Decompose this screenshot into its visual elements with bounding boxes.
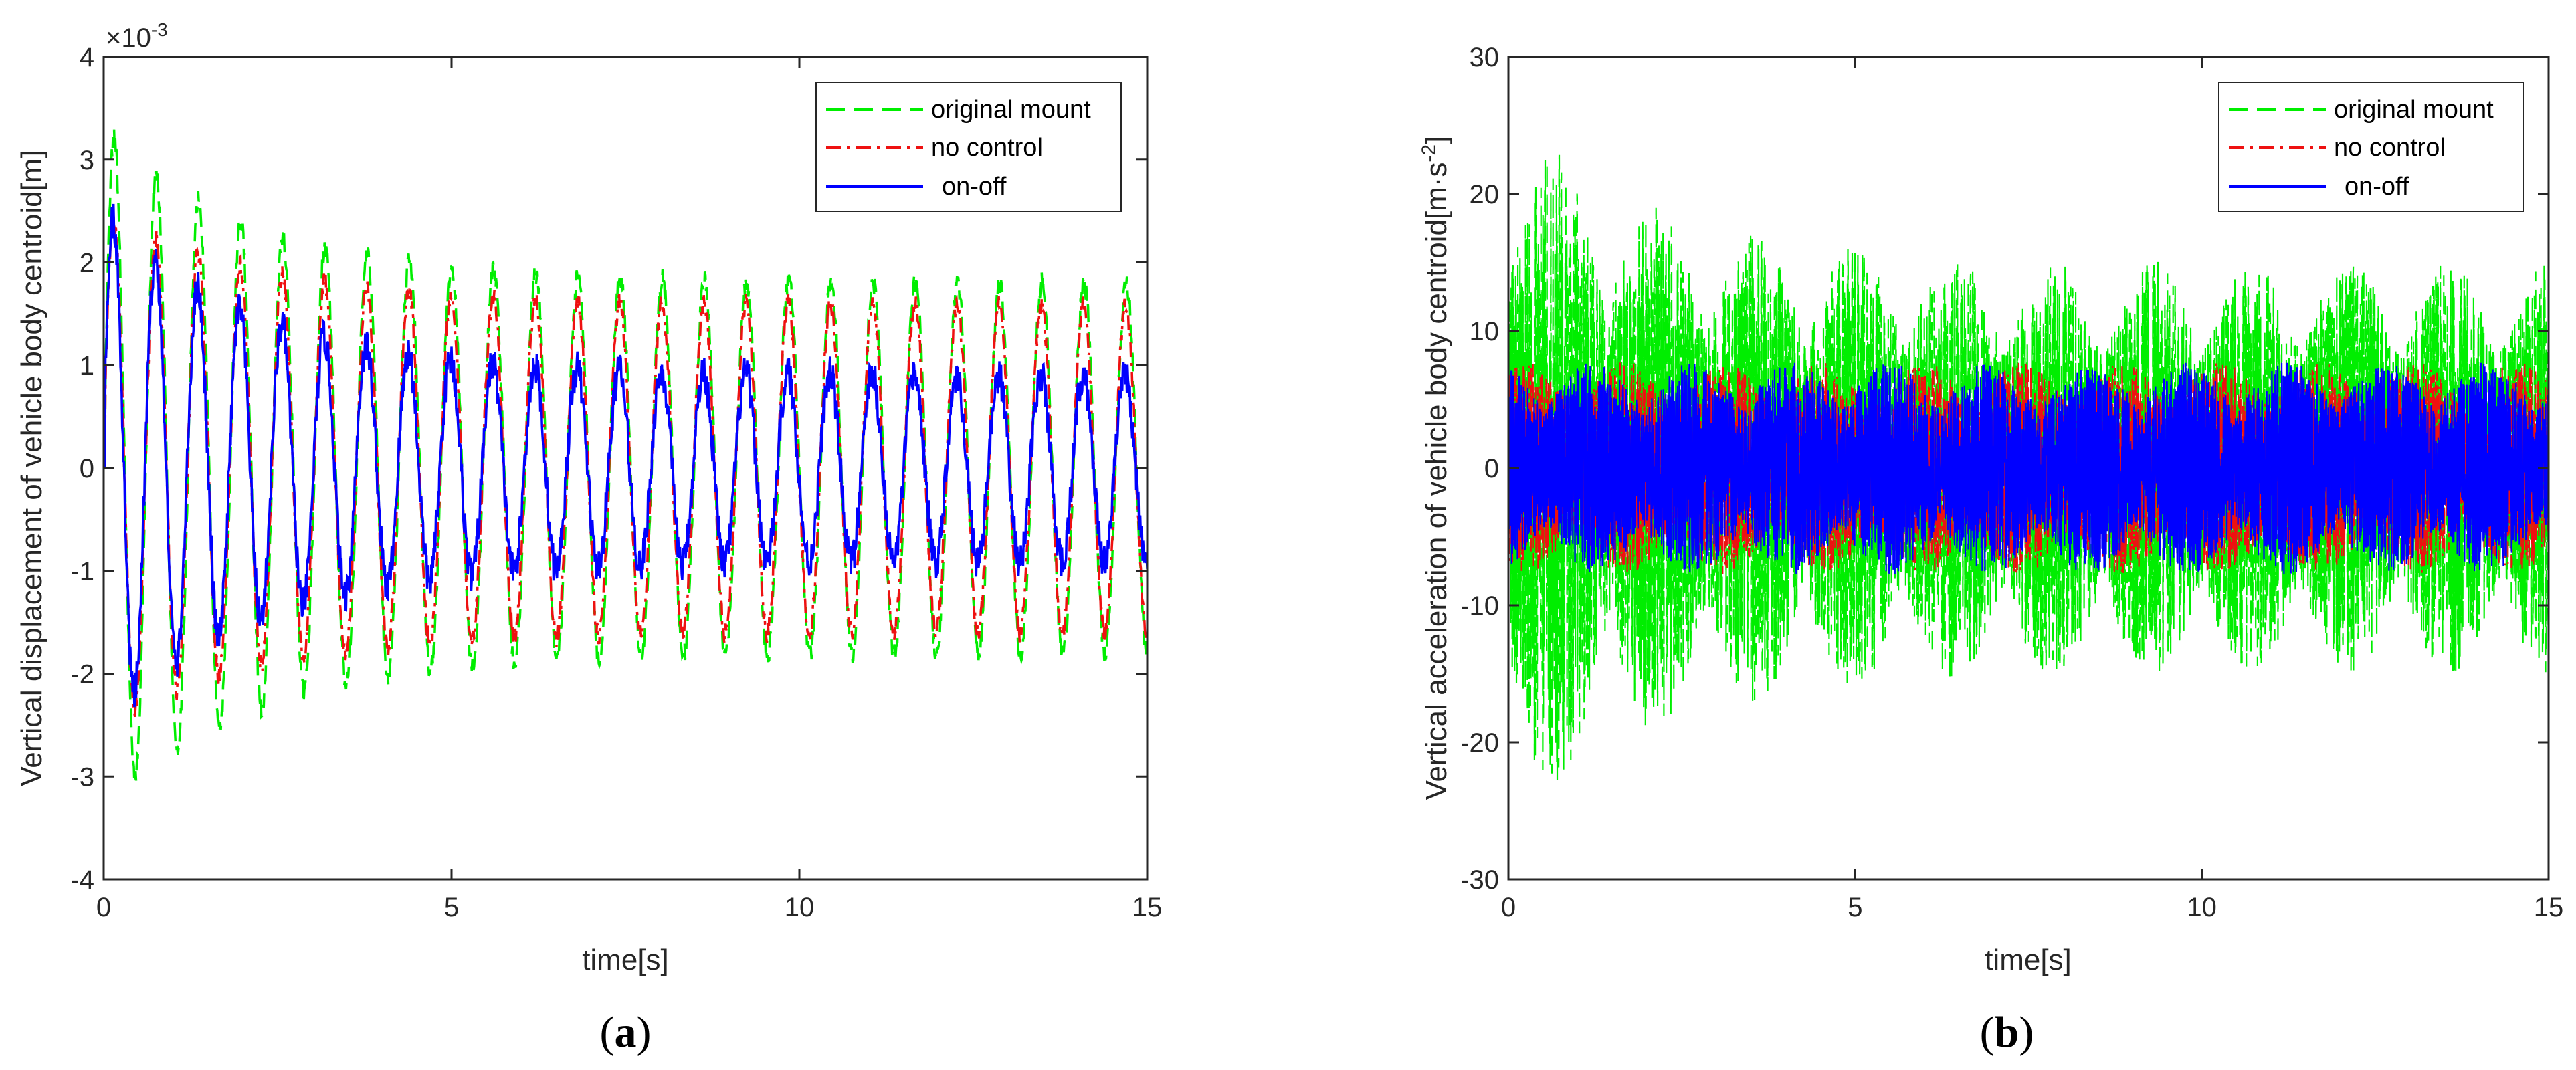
panel-a-ytick-label: -4 — [70, 865, 94, 895]
panel-a-ytick-label: -2 — [70, 660, 94, 689]
panel-a-legend: original mount no control on-off — [815, 82, 1122, 212]
panel-b-legend-label-no-control: no control — [2334, 134, 2446, 162]
panel-a-series-no-control — [104, 213, 1147, 718]
panel-b-ytick-label: -10 — [1460, 591, 1499, 621]
panel-b-legend-label-original-mount: original mount — [2334, 96, 2494, 124]
panel-a-xtick-label: 10 — [785, 893, 815, 922]
panel-a-series-group — [104, 129, 1147, 784]
panel-b-axes-box — [1507, 56, 2550, 881]
panel-a-ytick-label: 3 — [80, 146, 94, 175]
panel-a-ytick-label: -3 — [70, 762, 94, 792]
panel-a-caption: (a) — [600, 1008, 652, 1057]
panel-b-series-group — [1508, 154, 2549, 780]
panel-a-axes-box — [102, 56, 1149, 881]
panel-b-ytick-label: -20 — [1460, 728, 1499, 758]
panel-b-xtick-label: 15 — [2534, 893, 2564, 922]
panel-a-series-on-off — [104, 203, 1147, 708]
panel-a-legend-label-on-off: on-off — [942, 173, 1007, 201]
panel-b-ytick-label: 30 — [1470, 43, 1500, 72]
panel-b-xtick-label: 5 — [1848, 893, 1862, 922]
panel-b-xlabel: time[s] — [1985, 944, 2072, 976]
panel-a-ytick-label: -1 — [70, 557, 94, 586]
panel-b-xtick-label: 0 — [1501, 893, 1516, 922]
panel-a-legend-label-original-mount: original mount — [931, 96, 1091, 124]
panel-a-exponent: ×10-3 — [106, 19, 168, 53]
panel-b-xtick-label: 10 — [2187, 893, 2217, 922]
panel-b-legend: original mount no control on-off — [2218, 82, 2524, 212]
panel-a-ytick-label: 0 — [80, 454, 94, 484]
panel-a-xtick-label: 15 — [1132, 893, 1163, 922]
panel-b-ticks: 0 5 10 15 -30 -20 -10 0 10 20 30 — [1460, 43, 2563, 922]
panel-a-xtick-label: 5 — [444, 893, 459, 922]
panel-a-ytick-label: 4 — [80, 43, 94, 72]
panel-b-ytick-label: 0 — [1484, 454, 1499, 484]
panel-b-ytick-label: -30 — [1460, 865, 1499, 895]
panel-a-chart: 0 5 10 15 -4 -3 -2 -1 0 1 2 3 4 ×10-3 time[s] Vertic… — [15, 19, 1162, 1057]
panel-b-series-on-off — [1508, 362, 2549, 574]
panel-a-ytick-label: 2 — [80, 249, 94, 278]
panel-b-ytick-label: 20 — [1470, 180, 1500, 209]
panel-b-ylabel: Vertical acceleration of vehicle body ce… — [1418, 136, 1453, 800]
panel-a-legend-label-no-control: no control — [931, 134, 1043, 162]
panel-a-ylabel: Vertical displacement of vehicle body ce… — [15, 150, 48, 786]
panel-b-caption: (b) — [1980, 1008, 2034, 1057]
panel-b-legend-label-on-off: on-off — [2345, 173, 2409, 201]
panel-a-xlabel: time[s] — [582, 944, 669, 976]
panel-a-ytick-label: 1 — [80, 351, 94, 381]
panel-b-ytick-label: 10 — [1470, 317, 1500, 346]
panel-a-xtick-label: 0 — [96, 893, 111, 922]
panel-b-chart: 0 5 10 15 -30 -20 -10 0 10 20 30 time[s] Vertical … — [1418, 43, 2563, 1057]
